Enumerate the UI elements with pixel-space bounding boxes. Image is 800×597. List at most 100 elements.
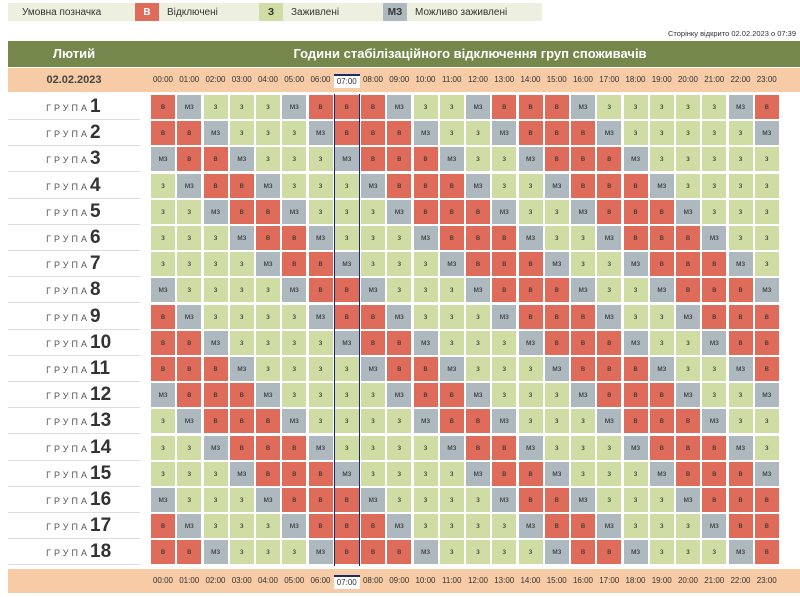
schedule-cell: з xyxy=(203,514,228,539)
schedule-cell: в xyxy=(203,173,228,198)
schedule-cell: в xyxy=(466,409,490,434)
schedule-cell: в xyxy=(597,199,622,224)
schedule-cell: в xyxy=(754,357,779,381)
schedule-cell: з xyxy=(702,199,727,224)
schedule-cell: в xyxy=(728,514,753,539)
schedule-cell: з xyxy=(649,121,674,146)
schedule-cell: з xyxy=(728,121,753,146)
schedule-cell: в xyxy=(728,330,753,355)
schedule-cell: з xyxy=(229,488,254,512)
schedule-cell: з xyxy=(676,173,700,198)
top-hour-label: 09:00 xyxy=(389,75,410,84)
schedule-cell: в xyxy=(361,304,385,329)
group-number: 16 xyxy=(90,489,112,510)
schedule-cell: в xyxy=(203,409,228,434)
group-number: 15 xyxy=(90,462,112,484)
schedule-cell: в xyxy=(728,488,753,512)
schedule-cell: мз xyxy=(728,357,753,381)
group-number: 18 xyxy=(90,541,112,563)
group-label: ГРУПА 6 xyxy=(8,225,140,251)
schedule-cell: з xyxy=(492,514,517,539)
group-label: ГРУПА 8 xyxy=(8,277,140,304)
group-number: 9 xyxy=(90,305,101,327)
schedule-cell: з xyxy=(623,488,648,512)
schedule-cell: з xyxy=(649,514,674,539)
schedule-cell: мз xyxy=(256,173,280,198)
schedule-cell: мз xyxy=(597,226,622,250)
group-word: ГРУПА xyxy=(46,129,90,140)
schedule-cell: мз xyxy=(256,383,280,408)
top-hour-label: 04:00 xyxy=(257,75,279,84)
schedule-cell: з xyxy=(229,540,254,565)
group-word: ГРУПА xyxy=(46,234,90,244)
legend-off-label: Відключені xyxy=(159,3,259,21)
schedule-cell: з xyxy=(439,330,464,355)
schedule-cell: в xyxy=(229,383,254,408)
schedule-cell: мз xyxy=(597,304,622,329)
schedule-cell: мз xyxy=(676,383,700,408)
bottom-hour-label: 18:00 xyxy=(625,576,646,585)
schedule-cell: з xyxy=(439,278,464,303)
top-hour-label: 10:00 xyxy=(415,75,436,84)
schedule-cell: з xyxy=(728,409,753,434)
top-hour-label: 20:00 xyxy=(677,75,699,84)
schedule-cell: з xyxy=(466,488,490,512)
schedule-cell: з xyxy=(754,199,779,224)
schedule-cell: з xyxy=(282,540,307,565)
schedule-cell: мз xyxy=(571,278,595,303)
schedule-cell: в xyxy=(151,514,175,539)
schedule-cell: мз xyxy=(544,357,569,381)
schedule-cell: в xyxy=(256,409,280,434)
schedule-cell: з xyxy=(676,121,700,146)
schedule-cell: мз xyxy=(256,488,280,512)
schedule-cell: з xyxy=(413,488,438,512)
group-number: 1 xyxy=(90,96,101,117)
schedule-cell: з xyxy=(544,435,569,460)
schedule-cell: в xyxy=(466,226,490,250)
top-hour-label: 15:00 xyxy=(546,75,567,84)
schedule-cell: з xyxy=(308,199,333,224)
schedule-cell: мз xyxy=(492,409,517,434)
schedule-cell: з xyxy=(256,95,280,119)
schedule-cell: в xyxy=(282,252,307,277)
top-hour-label: 06:00 xyxy=(310,75,331,84)
schedule-cell: в xyxy=(229,173,254,198)
schedule-cell: з xyxy=(334,357,359,381)
schedule-cell: мз xyxy=(623,252,648,277)
schedule-cell: з xyxy=(387,488,412,512)
schedule-cell: з xyxy=(702,357,727,381)
schedule-cell: з xyxy=(334,383,359,408)
schedule-cell: в xyxy=(544,514,569,539)
schedule-cell: з xyxy=(334,173,359,198)
schedule-cell: з xyxy=(229,95,254,119)
bottom-hour-label: 23:00 xyxy=(756,576,777,585)
schedule-cell: з xyxy=(413,514,438,539)
schedule-cell: в xyxy=(544,95,569,119)
schedule-cell: мз xyxy=(623,147,648,172)
top-hour-label: 01:00 xyxy=(179,75,200,84)
top-hour-label: 11:00 xyxy=(442,75,462,84)
bottom-hour-label: 11:00 xyxy=(442,576,462,585)
schedule-cell: в xyxy=(387,540,412,565)
schedule-cell: з xyxy=(256,147,280,172)
schedule-cell: з xyxy=(203,252,228,277)
schedule-cell: в xyxy=(571,514,595,539)
schedule-cell: в xyxy=(597,357,622,381)
schedule-cell: з xyxy=(177,278,202,303)
top-hour-label: 07:00 xyxy=(333,74,360,88)
schedule-cell: з xyxy=(597,435,622,460)
schedule-cell: в xyxy=(229,199,254,224)
bottom-hour-label: 01:00 xyxy=(179,576,200,585)
schedule-cell: в xyxy=(256,435,280,460)
bottom-hour-label: 21:00 xyxy=(704,576,725,585)
bottom-hour-label: 09:00 xyxy=(389,576,410,585)
schedule-cell: з xyxy=(702,173,727,198)
schedule-cell: з xyxy=(282,173,307,198)
schedule-cell: в xyxy=(649,383,674,408)
schedule-cell: в xyxy=(754,330,779,355)
legend-on-label: Заживлені xyxy=(283,3,383,21)
group-number: 6 xyxy=(90,227,101,248)
group-label: ГРУПА 2 xyxy=(8,120,140,147)
schedule-cell: в xyxy=(439,409,464,434)
schedule-cell: мз xyxy=(597,514,622,539)
